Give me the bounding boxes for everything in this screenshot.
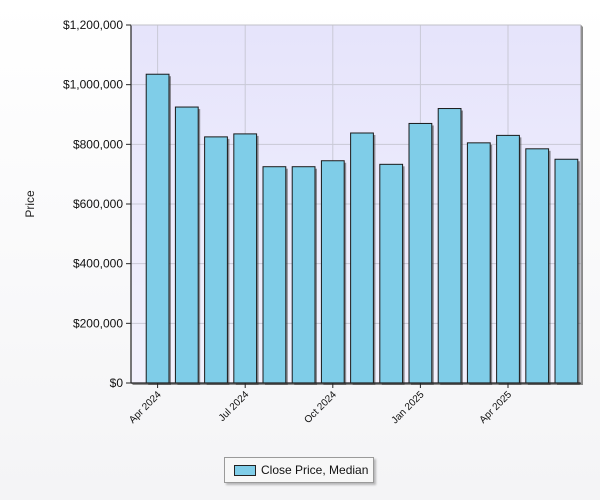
bar: [145, 73, 170, 384]
bar: [233, 133, 258, 384]
x-tick-label: Apr 2024: [127, 389, 164, 426]
bar: [437, 108, 462, 384]
x-tick-label: Jan 2025: [390, 389, 427, 426]
bar: [204, 136, 228, 384]
y-tick-label: $1,200,000: [63, 18, 123, 32]
y-tick-label: $800,000: [73, 137, 123, 151]
bar: [554, 158, 579, 384]
bar: [496, 134, 520, 384]
bar: [291, 166, 316, 384]
bar: [379, 163, 404, 384]
axes: [126, 24, 582, 388]
y-tick-label: $200,000: [73, 316, 123, 330]
y-tick-label: $0: [110, 376, 124, 390]
bar: [408, 122, 433, 384]
bar: [174, 106, 199, 384]
bar: [525, 148, 550, 384]
legend-swatch: [234, 464, 256, 476]
bar: [262, 166, 287, 384]
y-tick-labels: $0 $200,000 $400,000 $600,000 $800,000 $1,000…: [63, 18, 123, 390]
y-axis-label: Price: [23, 190, 37, 218]
y-tick-label: $600,000: [73, 197, 123, 211]
bars: [145, 73, 580, 386]
bar: [350, 132, 374, 384]
x-tick-label: Jul 2024: [217, 389, 252, 424]
bar: [466, 142, 491, 384]
y-tick-label: $400,000: [73, 257, 123, 271]
x-tick-labels: Apr 2024 Jul 2024 Oct 2024 Jan 2025 Apr 2025: [127, 389, 514, 426]
bar: [320, 160, 345, 384]
y-tick-label: $1,000,000: [63, 78, 123, 92]
x-tick-label: Apr 2025: [478, 389, 515, 426]
legend: Close Price, Median: [224, 457, 374, 483]
x-tick-label: Oct 2024: [302, 389, 339, 426]
legend-label: Close Price, Median: [261, 463, 369, 477]
